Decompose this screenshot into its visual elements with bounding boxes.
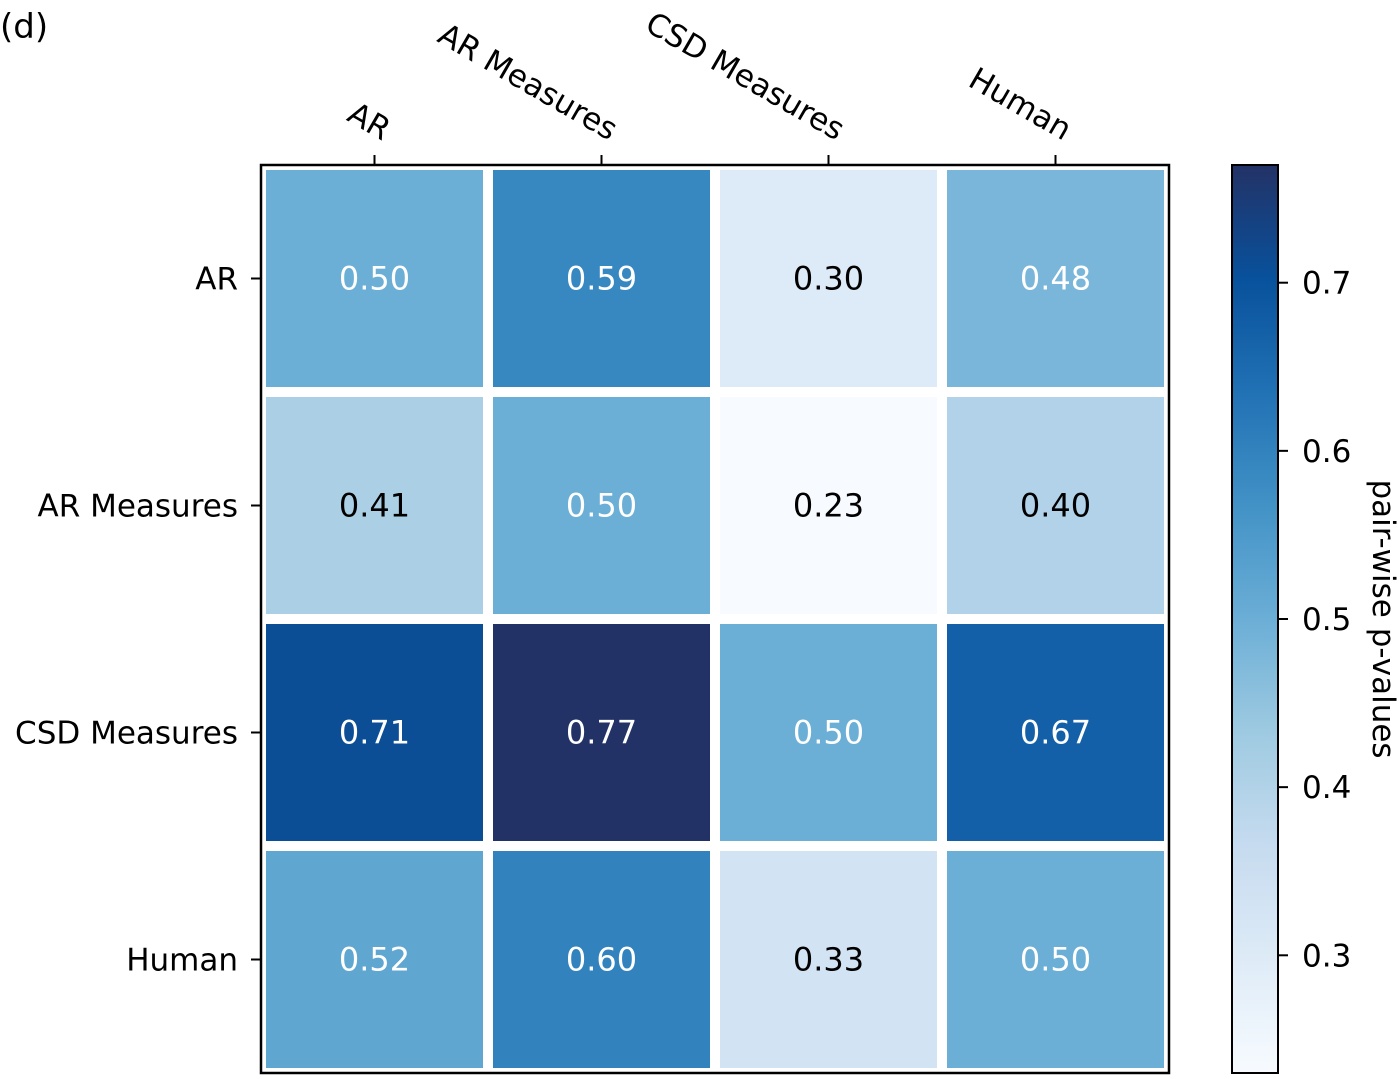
heatmap-cell (947, 624, 1164, 841)
heatmap-cell (720, 397, 937, 614)
heatmap-cell (493, 397, 710, 614)
cell-value-label: 0.33 (793, 941, 864, 979)
cell-value-label: 0.77 (566, 714, 637, 752)
cell-value-label: 0.71 (339, 714, 410, 752)
heatmap-cell (947, 170, 1164, 387)
x-tick-label: Human (963, 61, 1078, 148)
cell-value-label: 0.50 (793, 714, 864, 752)
x-axis-ticks: AR AR Measures CSD Measures Human (341, 5, 1078, 165)
colorbar-label: pair-wise p-values (1365, 479, 1400, 758)
colorbar-tick-label: 0.4 (1302, 770, 1351, 806)
colorbar-ticks: 0.3 0.4 0.5 0.6 0.7 (1278, 266, 1351, 974)
y-tick-label: Human (126, 943, 238, 979)
cell-value-label: 0.23 (793, 487, 864, 525)
heatmap-cell (493, 851, 710, 1068)
x-tick-label: AR Measures (432, 16, 624, 147)
heatmap-cell (266, 170, 483, 387)
y-axis-ticks: AR AR Measures CSD Measures Human (15, 262, 261, 979)
y-tick-label: CSD Measures (15, 716, 238, 752)
cell-value-label: 0.50 (339, 260, 410, 298)
cell-value-label: 0.48 (1020, 260, 1091, 298)
heatmap-cell (266, 397, 483, 614)
heatmap-cell (947, 851, 1164, 1068)
colorbar-tick-label: 0.7 (1302, 266, 1351, 302)
colorbar: 0.3 0.4 0.5 0.6 0.7 pair-wise p-values (1231, 164, 1400, 1074)
colorbar-tick-label: 0.3 (1302, 938, 1351, 974)
cell-value-label: 0.52 (339, 941, 410, 979)
plot-frame (259, 163, 1171, 1075)
x-tick-label: AR (341, 95, 396, 148)
heatmap-cell (493, 624, 710, 841)
panel-label: (d) (0, 7, 48, 47)
y-tick-label: AR (195, 262, 238, 298)
heatmap-cell (720, 624, 937, 841)
cell-value-label: 0.50 (566, 487, 637, 525)
colorbar-gradient (1231, 164, 1279, 1074)
heatmap-cell (720, 851, 937, 1068)
cell-value-label: 0.60 (566, 941, 637, 979)
y-tick-label: AR Measures (37, 489, 238, 525)
heatmap-cell (947, 397, 1164, 614)
heatmap-cells: 0.50 0.59 0.30 0.48 0.41 0.50 0.23 0.40 0.71 0.77… (266, 170, 1164, 1068)
x-tick-label: CSD Measures (639, 5, 850, 148)
cell-value-label: 0.41 (339, 487, 410, 525)
heatmap-cell (720, 170, 937, 387)
colorbar-tick-label: 0.5 (1302, 602, 1351, 638)
heatmap-cell (266, 624, 483, 841)
cell-value-label: 0.59 (566, 260, 637, 298)
colorbar-tick-label: 0.6 (1302, 434, 1351, 470)
cell-value-label: 0.67 (1020, 714, 1091, 752)
cell-value-label: 0.40 (1020, 487, 1091, 525)
heatmap-cell (493, 170, 710, 387)
heatmap-cell (266, 851, 483, 1068)
cell-value-label: 0.50 (1020, 941, 1091, 979)
cell-value-label: 0.30 (793, 260, 864, 298)
